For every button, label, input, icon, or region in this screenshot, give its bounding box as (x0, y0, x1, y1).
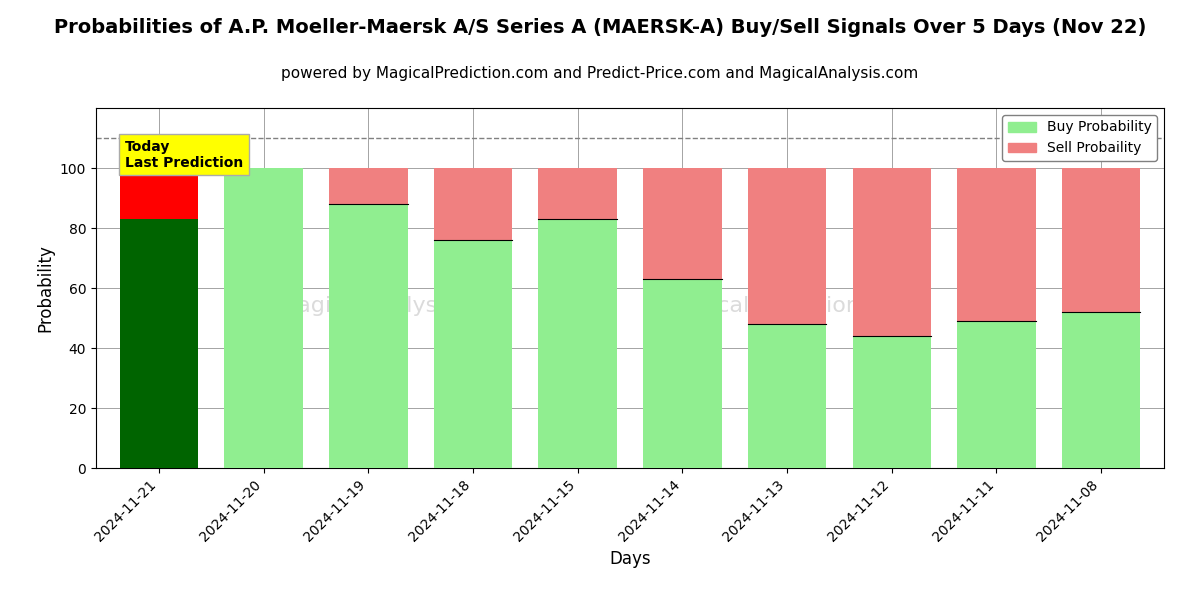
Bar (958, 168, 1036, 321)
Bar (1062, 312, 1140, 468)
Bar (852, 168, 931, 336)
Bar (1062, 168, 1140, 312)
Text: MagicalPrediction.com: MagicalPrediction.com (665, 296, 916, 316)
Bar (643, 279, 721, 468)
Bar (958, 321, 1036, 468)
Text: powered by MagicalPrediction.com and Predict-Price.com and MagicalAnalysis.com: powered by MagicalPrediction.com and Pre… (281, 66, 919, 81)
Bar (748, 324, 827, 468)
Bar (120, 168, 198, 219)
Bar (433, 168, 512, 240)
Y-axis label: Probability: Probability (36, 244, 54, 332)
Bar (120, 219, 198, 468)
Text: MagicalAnalysis.com: MagicalAnalysis.com (280, 296, 511, 316)
Bar (539, 219, 617, 468)
Bar (433, 240, 512, 468)
Bar (329, 168, 408, 204)
Legend: Buy Probability, Sell Probaility: Buy Probability, Sell Probaility (1002, 115, 1157, 161)
Text: Today
Last Prediction: Today Last Prediction (125, 139, 244, 170)
Bar (852, 336, 931, 468)
X-axis label: Days: Days (610, 550, 650, 568)
Text: Probabilities of A.P. Moeller-Maersk A/S Series A (MAERSK-A) Buy/Sell Signals Ov: Probabilities of A.P. Moeller-Maersk A/S… (54, 18, 1146, 37)
Bar (329, 204, 408, 468)
Bar (748, 168, 827, 324)
Bar (643, 168, 721, 279)
Bar (539, 168, 617, 219)
Bar (224, 168, 302, 468)
